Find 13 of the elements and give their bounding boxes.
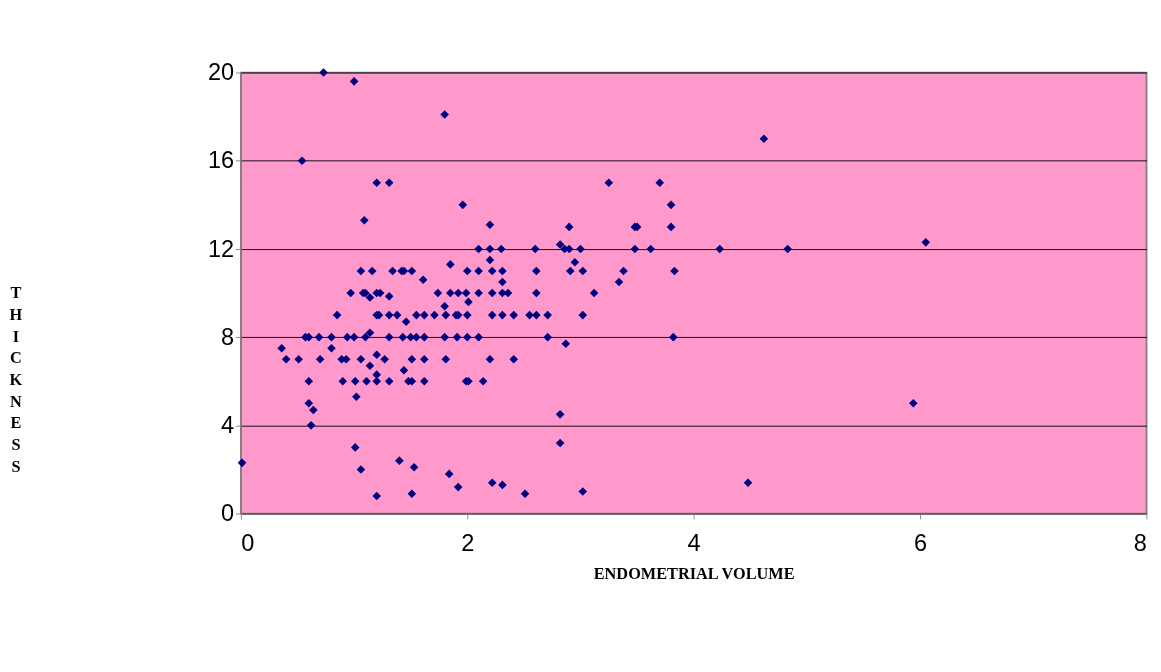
- y-tick-label: 20: [207, 59, 235, 86]
- y-tick-label: 4: [221, 412, 235, 439]
- x-tick-label: 4: [687, 530, 701, 557]
- x-tick-label: 2: [461, 530, 475, 557]
- y-tick-label: 0: [221, 500, 235, 527]
- y-tick-label: 12: [207, 235, 235, 262]
- text: THICKNESS: [9, 283, 23, 476]
- x-tick-label: 0: [241, 530, 255, 557]
- y-tick-label: 8: [221, 323, 235, 350]
- x-tick-label: 6: [914, 530, 928, 557]
- x-axis-title: ENDOMETRIAL VOLUME: [593, 564, 795, 584]
- x-tick-label: 8: [1133, 530, 1147, 557]
- y-tick-label: 16: [207, 147, 235, 174]
